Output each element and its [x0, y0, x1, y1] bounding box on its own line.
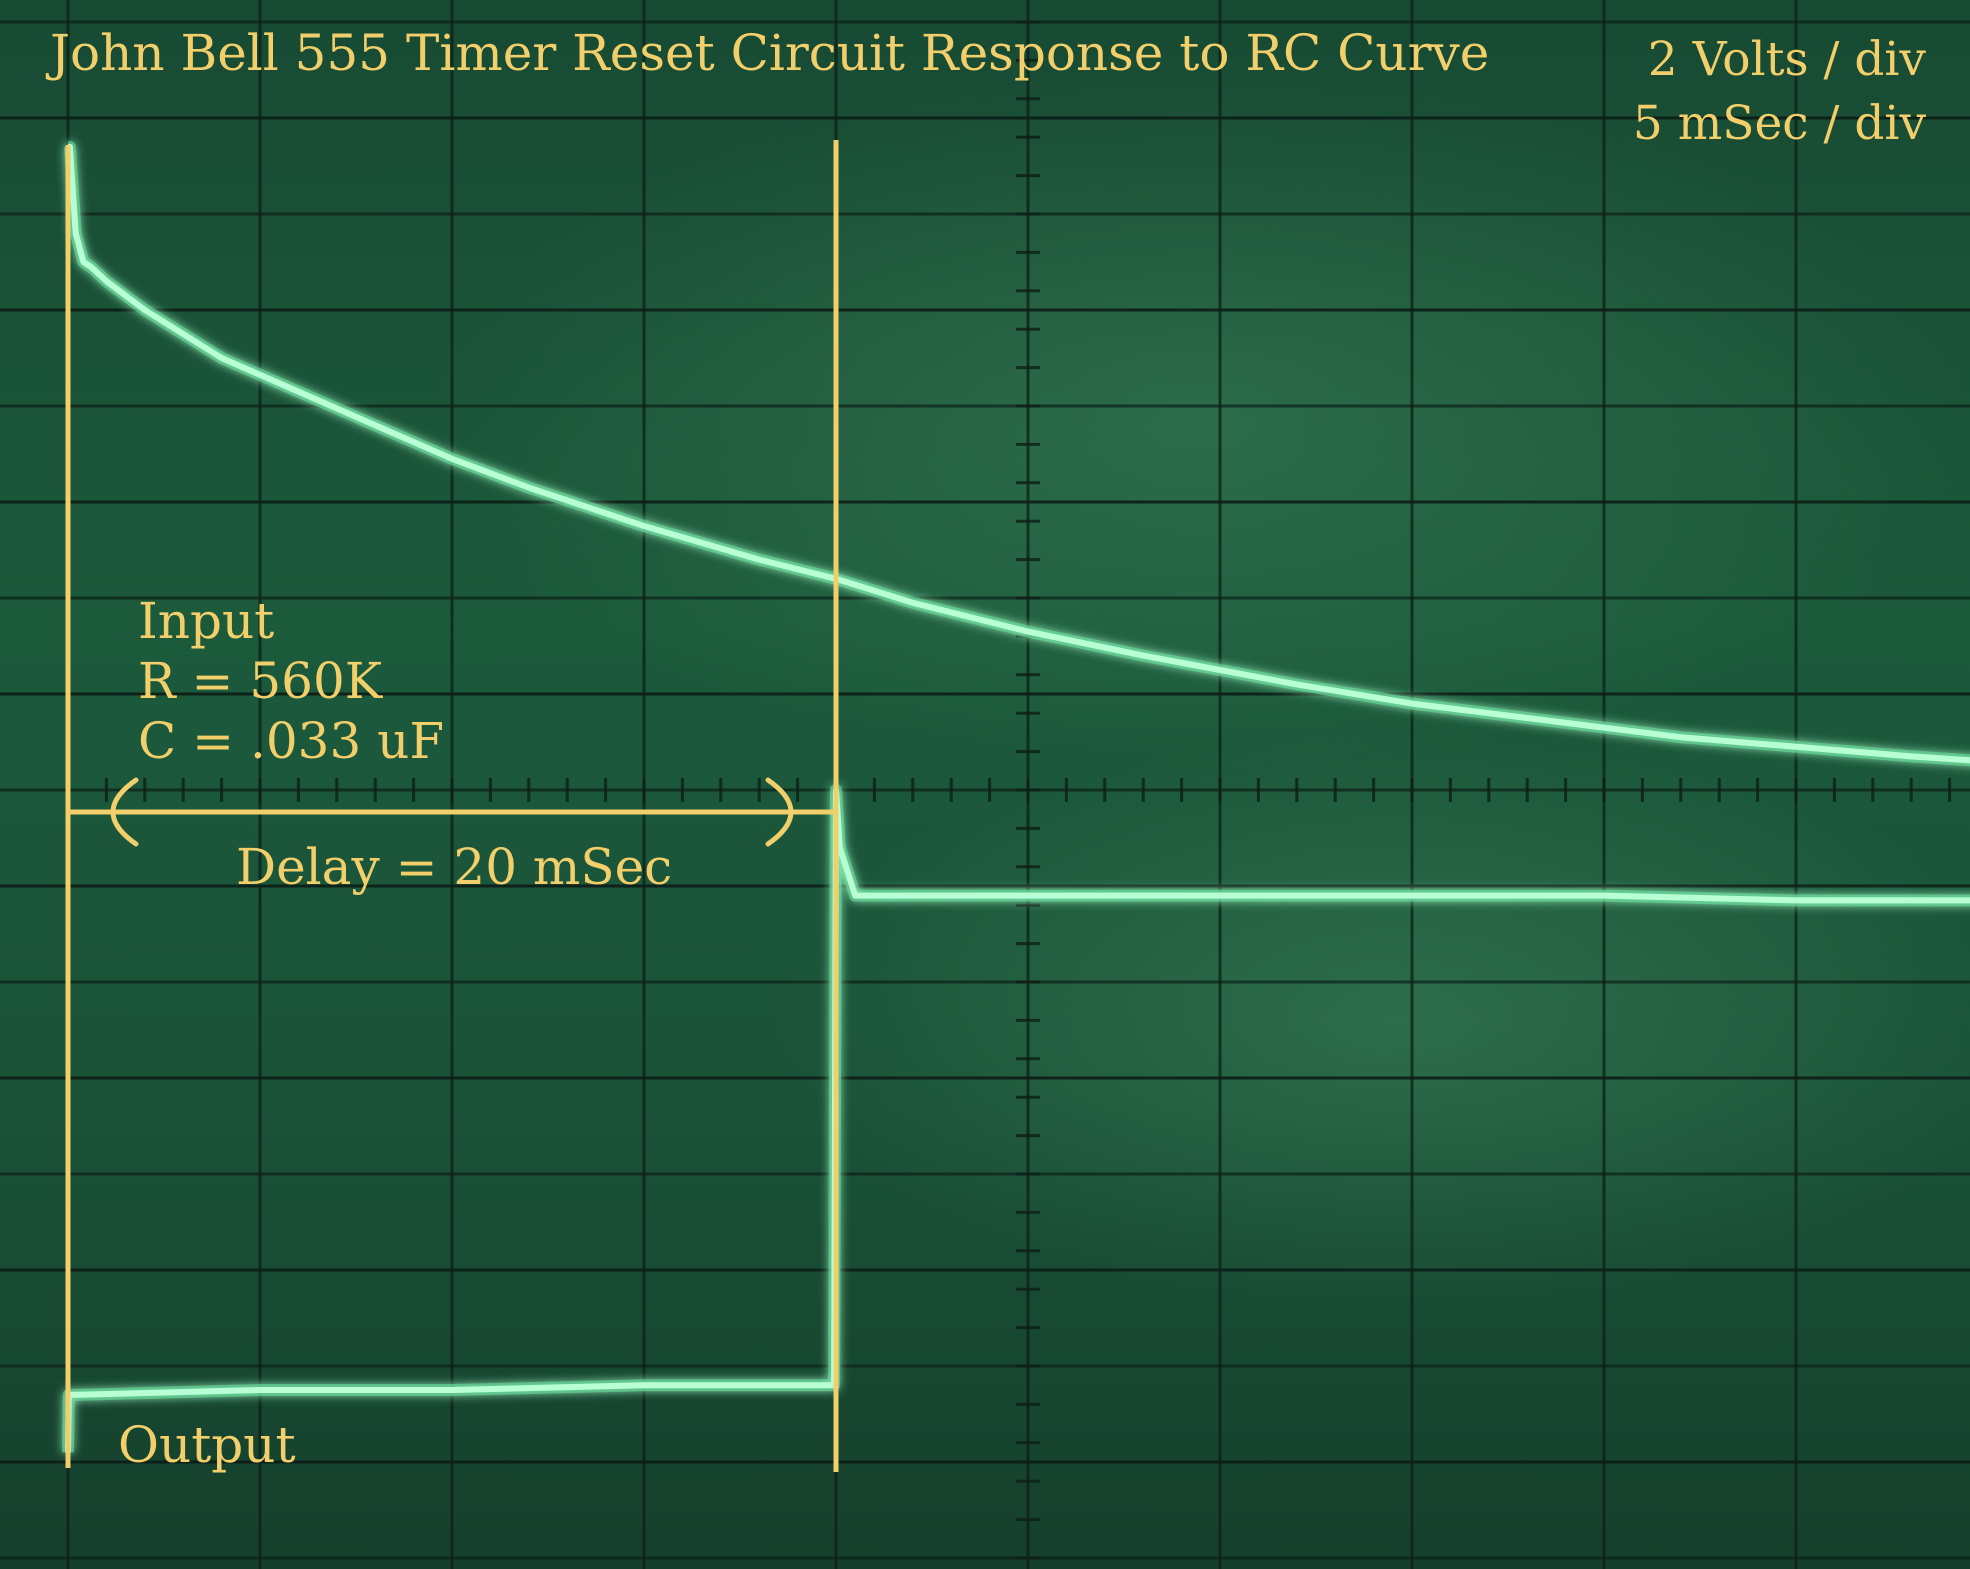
trace-line-input — [66, 143, 1970, 764]
delay-arrow-head-left — [110, 777, 139, 847]
volts-per-div-label: 2 Volts / div — [1647, 32, 1926, 87]
resistor-value-label: R = 560K — [138, 652, 383, 710]
trace-input — [63, 140, 1970, 767]
output-label: Output — [118, 1416, 296, 1474]
chart-title: John Bell 555 Timer Reset Circuit Respon… — [50, 24, 1490, 82]
trace-layer — [62, 140, 1970, 1453]
delay-label: Delay = 20 mSec — [236, 838, 673, 896]
time-per-div-label: 5 mSec / div — [1632, 96, 1926, 151]
delay-arrow-head-right — [765, 777, 794, 847]
capacitor-value-label: C = .033 uF — [138, 712, 445, 770]
annotation-markers — [65, 140, 839, 1472]
input-label: Input — [138, 592, 275, 650]
